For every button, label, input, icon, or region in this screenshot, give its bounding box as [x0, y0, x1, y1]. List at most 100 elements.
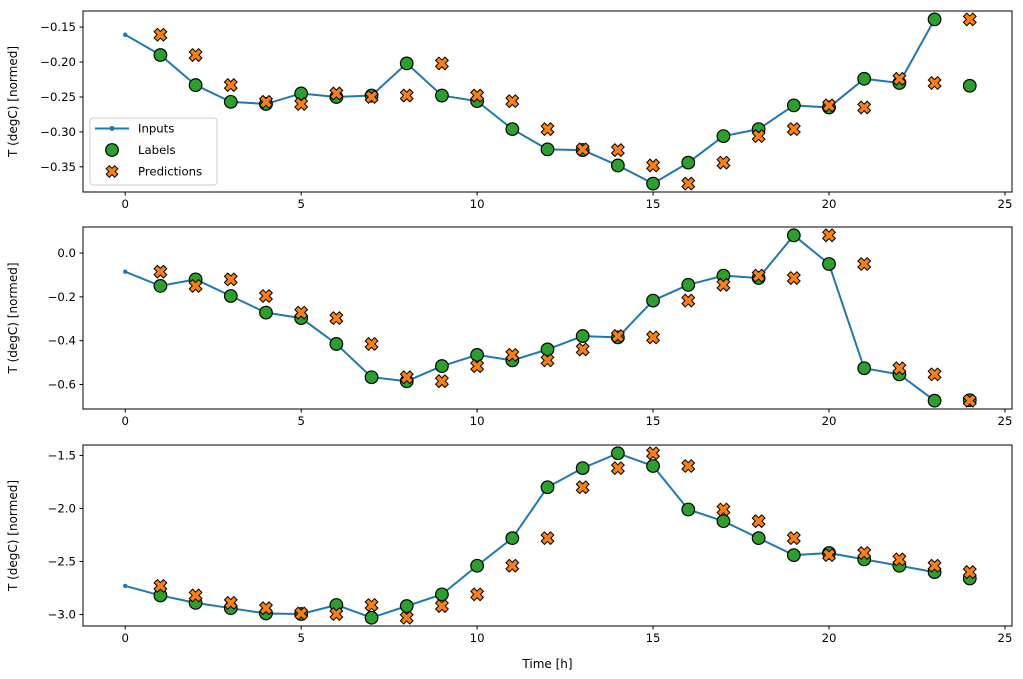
x-tick-label: 20 — [822, 197, 837, 211]
predictions-marker — [364, 89, 379, 104]
labels-marker — [575, 461, 590, 476]
y-axis-label: T (degC) [normed] — [6, 480, 20, 592]
predictions-marker — [294, 96, 309, 111]
legend-item-label: Labels — [138, 143, 176, 157]
labels-marker — [646, 293, 660, 308]
predictions-marker — [329, 606, 344, 622]
x-tick-label: 10 — [470, 414, 485, 428]
predictions-marker — [364, 336, 379, 351]
predictions-marker — [434, 599, 449, 614]
predictions-marker — [646, 446, 661, 461]
subplot-1: 0 5 10 15 20 25 −0.15 −0.20 −0.25 −0.30 −0.35 T (de… — [6, 10, 1013, 211]
labels-marker — [857, 361, 872, 376]
x-tick-label: 25 — [998, 631, 1013, 645]
predictions-marker — [962, 12, 977, 27]
y-tick-label: −0.6 — [48, 377, 76, 391]
predictions-marker — [188, 278, 203, 293]
predictions-marker — [927, 558, 942, 573]
labels-marker — [435, 88, 449, 103]
y-tick-label: 0.0 — [57, 246, 76, 260]
predictions-marker — [294, 305, 309, 320]
predictions-marker — [434, 56, 449, 71]
labels-marker — [962, 78, 977, 93]
labels-marker — [294, 86, 309, 101]
labels-marker — [681, 155, 696, 170]
predictions-marker — [399, 88, 414, 103]
predictions-marker — [892, 552, 907, 567]
predictions-marker — [716, 502, 731, 517]
legend: Inputs Labels Predictions — [89, 117, 218, 186]
predictions-marker — [188, 47, 203, 63]
predictions-marker — [786, 122, 801, 137]
predictions-marker — [786, 531, 801, 546]
predictions-marker — [962, 393, 977, 408]
y-tick-label: −0.2 — [48, 290, 76, 304]
labels-marker — [540, 142, 555, 157]
x-tick-label: 0 — [122, 414, 129, 428]
predictions-marker — [857, 256, 872, 272]
y-tick-label: −0.15 — [40, 20, 76, 34]
predictions-marker — [575, 142, 590, 157]
labels-marker — [786, 548, 801, 563]
labels-marker — [435, 359, 449, 373]
x-tick-label: 5 — [297, 631, 304, 645]
x-tick-label: 0 — [122, 631, 129, 645]
legend-item-predictions: Predictions — [105, 164, 202, 179]
x-tick-label: 15 — [646, 197, 661, 211]
labels-marker — [646, 176, 660, 191]
labels-marker — [540, 342, 555, 357]
x-tick-label: 5 — [297, 197, 304, 211]
legend-item-labels: Labels — [105, 143, 176, 157]
y-tick-label: −0.25 — [40, 90, 76, 104]
labels-marker — [364, 610, 379, 625]
plot-frame — [82, 10, 1013, 193]
y-tick-label: −3.0 — [48, 608, 76, 622]
predictions-marker — [892, 361, 907, 376]
x-tick-label: 15 — [646, 414, 661, 428]
legend-item-label: Predictions — [138, 165, 202, 179]
predictions-marker — [927, 367, 942, 382]
legend-x-sample — [105, 164, 119, 179]
labels-marker — [470, 348, 485, 362]
x-tick-label: 10 — [470, 197, 485, 211]
predictions-marker — [294, 606, 309, 621]
predictions-marker — [751, 129, 766, 144]
labels-marker — [751, 531, 766, 546]
y-axis-label: T (degC) [normed] — [6, 262, 20, 374]
labels-marker — [575, 329, 590, 343]
labels-marker — [223, 289, 238, 303]
predictions-marker — [962, 565, 977, 580]
predictions-marker — [505, 94, 520, 109]
predictions-marker — [716, 277, 731, 292]
predictions-marker — [681, 458, 696, 474]
labels-marker — [822, 257, 836, 271]
predictions-marker — [329, 86, 344, 101]
predictions-marker — [646, 158, 661, 173]
labels-marker — [610, 446, 625, 461]
labels-marker — [681, 502, 696, 517]
x-tick-label: 0 — [122, 197, 129, 211]
subplot-2: 0 5 10 15 20 25 0.0 −0.2 −0.4 −0.6 T (degC) [norme… — [6, 226, 1013, 428]
labels-marker — [505, 122, 520, 137]
predictions-marker — [329, 311, 344, 326]
predictions-marker — [505, 347, 520, 362]
labels-marker — [927, 12, 942, 27]
labels-marker — [610, 158, 625, 173]
predictions-marker — [786, 270, 801, 286]
labels-marker — [857, 71, 872, 86]
x-axis-label: Time [h] — [521, 657, 572, 671]
labels-marker — [505, 531, 520, 546]
predictions-marker — [681, 293, 696, 308]
predictions-marker — [540, 531, 555, 546]
y-axis-label: T (degC) [normed] — [6, 46, 20, 158]
predictions-marker — [399, 610, 414, 625]
labels-marker — [716, 514, 731, 529]
predictions-marker — [258, 288, 274, 304]
predictions-marker — [434, 374, 449, 389]
predictions-marker — [399, 370, 414, 385]
labels-marker — [399, 56, 414, 71]
predictions-marker — [857, 545, 872, 561]
predictions-marker — [575, 342, 590, 357]
labels-marker — [223, 94, 238, 109]
x-tick-label: 20 — [822, 631, 837, 645]
